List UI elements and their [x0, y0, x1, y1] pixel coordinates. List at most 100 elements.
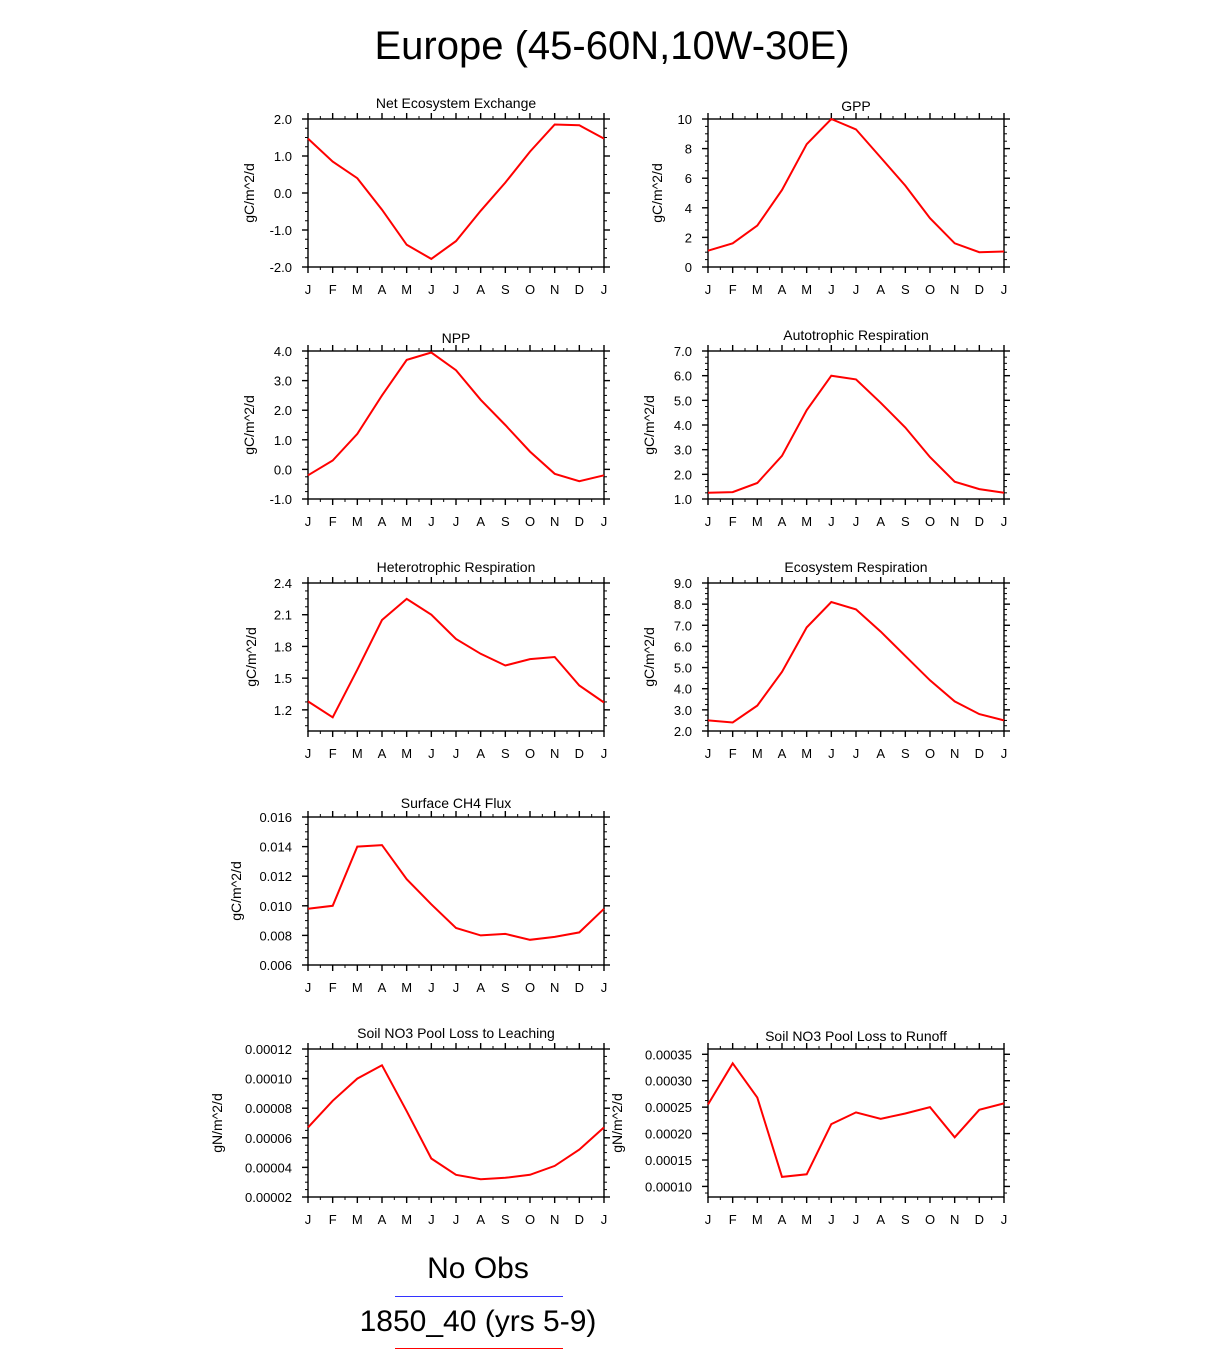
- chart4-y-tick-label: 7.0: [674, 344, 692, 359]
- chart4-x-tick-label: J: [828, 514, 835, 529]
- chart3-y-tick-label: 1.0: [274, 433, 292, 448]
- chart6-series-line-1: [707, 600, 1005, 724]
- chart9-x-tick-label: D: [975, 1212, 984, 1227]
- chart1-x-tick-label: A: [378, 282, 387, 297]
- chart3-x-tick-label: J: [601, 514, 608, 529]
- chart9-x-tick-label: J: [828, 1212, 835, 1227]
- chart2-title: GPP: [841, 98, 871, 114]
- chart8-x-tick-label: J: [453, 1212, 460, 1227]
- chart7-x-tick-label: O: [525, 980, 535, 995]
- chart7-x-tick-label: N: [550, 980, 559, 995]
- chart4-y-tick-label: 4.0: [674, 418, 692, 433]
- chart1-frame: [307, 118, 605, 268]
- chart8-x-tick-label: M: [401, 1212, 412, 1227]
- chart6-x-tick-label: N: [950, 746, 959, 761]
- chart8-x-tick-label: J: [428, 1212, 435, 1227]
- chart9-x-tick-label: M: [801, 1212, 812, 1227]
- chart3-x-tick-label: J: [305, 514, 312, 529]
- chart7-x-tick-label: J: [601, 980, 608, 995]
- chart6-x-tick-label: O: [925, 746, 935, 761]
- chart1-x-tick-label: J: [453, 282, 460, 297]
- chart7-x-tick-label: J: [305, 980, 312, 995]
- chart1-x-tick-label: M: [401, 282, 412, 297]
- chart3-y-tick-label: 0.0: [274, 462, 292, 477]
- chart8-x-tick-label: M: [352, 1212, 363, 1227]
- chart2-y-tick-label: 10: [678, 112, 692, 127]
- chart2-y-tick-label: 6: [685, 171, 692, 186]
- chart9-x-tick-label: F: [729, 1212, 737, 1227]
- chart8-y-tick-label: 0.00004: [245, 1160, 292, 1175]
- chart3-x-tick-label: J: [453, 514, 460, 529]
- chart9-y-axis-label: gN/m^2/d: [609, 1093, 625, 1152]
- chart8-title: Soil NO3 Pool Loss to Leaching: [357, 1025, 555, 1041]
- chart2-x-tick-label: M: [752, 282, 763, 297]
- chart2-y-tick-label: 2: [685, 230, 692, 245]
- chart2-y-tick-label: 4: [685, 201, 692, 216]
- chart1-y-tick-label: -1.0: [270, 223, 292, 238]
- chart6-y-tick-label: 9.0: [674, 576, 692, 591]
- legend-label-obs: No Obs: [427, 1252, 529, 1285]
- chart9-x-tick-label: J: [1001, 1212, 1008, 1227]
- chart6-y-tick-label: 2.0: [674, 724, 692, 739]
- chart8-x-tick-label: D: [575, 1212, 584, 1227]
- chart1-x-tick-label: J: [601, 282, 608, 297]
- chart3-x-tick-label: J: [428, 514, 435, 529]
- chart7-x-tick-label: A: [378, 980, 387, 995]
- chart8-x-tick-label: A: [476, 1212, 485, 1227]
- chart2-x-tick-label: J: [853, 282, 860, 297]
- chart2-x-tick-label: J: [1001, 282, 1008, 297]
- chart6-title: Ecosystem Respiration: [784, 559, 927, 575]
- chart8-x-tick-label: A: [378, 1212, 387, 1227]
- chart6-x-tick-label: D: [975, 746, 984, 761]
- chart1-x-tick-label: S: [501, 282, 510, 297]
- chart9-x-tick-label: S: [901, 1212, 910, 1227]
- chart3-frame: [307, 350, 605, 500]
- chart9-series-line-1: [707, 1061, 1005, 1178]
- chart9-x-tick-label: J: [705, 1212, 712, 1227]
- chart3-x-tick-label: N: [550, 514, 559, 529]
- chart7-y-tick-label: 0.006: [259, 958, 292, 973]
- chart5-x-tick-label: M: [401, 746, 412, 761]
- chart9-y-tick-label: 0.00035: [645, 1047, 692, 1062]
- chart4-y-tick-label: 1.0: [674, 492, 692, 507]
- chart9-frame: [707, 1048, 1005, 1198]
- chart9-x-tick-label: N: [950, 1212, 959, 1227]
- chart3-x-tick-label: O: [525, 514, 535, 529]
- chart8-x-tick-label: J: [305, 1212, 312, 1227]
- chart9-y-tick-label: 0.00020: [645, 1127, 692, 1142]
- chart9-y-tick-label: 0.00015: [645, 1153, 692, 1168]
- chart4-x-tick-label: D: [975, 514, 984, 529]
- chart8-y-tick-label: 0.00010: [245, 1072, 292, 1087]
- chart1-title: Net Ecosystem Exchange: [376, 95, 537, 111]
- chart5-x-tick-label: D: [575, 746, 584, 761]
- chart7-y-tick-label: 0.014: [259, 840, 292, 855]
- chart8-y-tick-label: 0.00002: [245, 1190, 292, 1205]
- chart6-y-tick-label: 7.0: [674, 618, 692, 633]
- chart7-y-tick-label: 0.010: [259, 899, 292, 914]
- chart1-y-tick-label: 0.0: [274, 186, 292, 201]
- chart4-x-tick-label: J: [853, 514, 860, 529]
- chart1-x-tick-label: J: [428, 282, 435, 297]
- chart6-x-tick-label: M: [752, 746, 763, 761]
- chart5-y-axis-label: gC/m^2/d: [243, 627, 259, 686]
- chart7-x-tick-label: M: [401, 980, 412, 995]
- chart2-x-tick-label: F: [729, 282, 737, 297]
- chart1-x-tick-label: M: [352, 282, 363, 297]
- chart3-x-tick-label: D: [575, 514, 584, 529]
- chart9-x-tick-label: O: [925, 1212, 935, 1227]
- chart7-y-tick-label: 0.016: [259, 810, 292, 825]
- chart3-x-tick-label: A: [378, 514, 387, 529]
- chart5-series-line-1: [307, 597, 605, 719]
- chart5-y-tick-label: 2.1: [274, 608, 292, 623]
- chart4-x-tick-label: S: [901, 514, 910, 529]
- chart5-x-tick-label: J: [453, 746, 460, 761]
- chart3-x-tick-label: A: [476, 514, 485, 529]
- chart5-x-tick-label: N: [550, 746, 559, 761]
- chart1-y-tick-label: -2.0: [270, 260, 292, 275]
- chart2-x-tick-label: J: [705, 282, 712, 297]
- chart8-y-tick-label: 0.00008: [245, 1101, 292, 1116]
- chart7-x-tick-label: J: [428, 980, 435, 995]
- chart7-x-tick-label: J: [453, 980, 460, 995]
- chart2-y-tick-label: 0: [685, 260, 692, 275]
- chart2-x-tick-label: D: [975, 282, 984, 297]
